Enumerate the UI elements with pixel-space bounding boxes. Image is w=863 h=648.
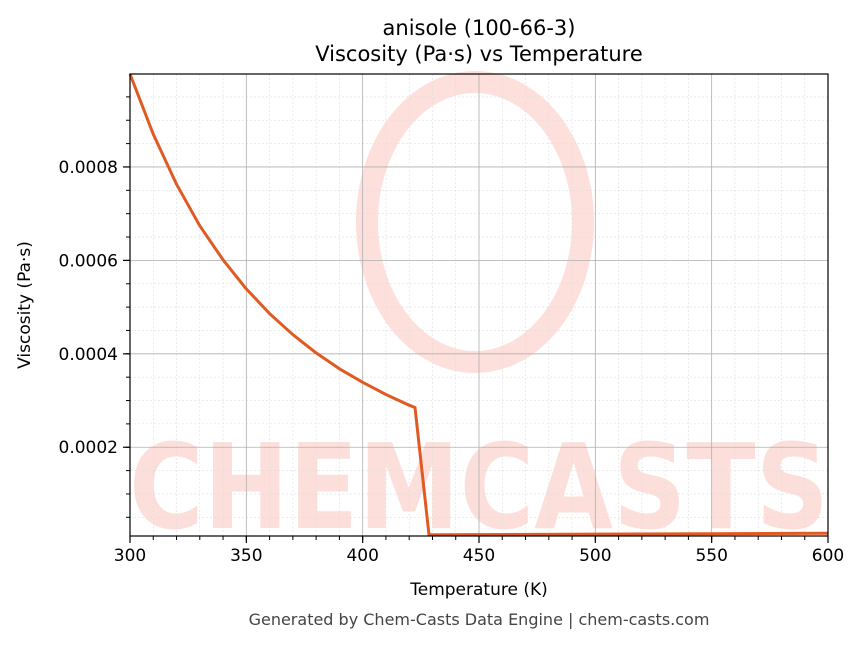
watermark-ring — [356, 71, 594, 373]
x-tick-label: 500 — [579, 546, 611, 566]
chart-subtitle: Viscosity (Pa·s) vs Temperature — [315, 42, 643, 66]
axis-ticks: 300 350 400 450 500 550 600 0.0002 0.0004 0.0006 0… — [59, 96, 844, 566]
footer-credit: Generated by Chem-Casts Data Engine | ch… — [249, 610, 710, 629]
y-tick-label: 0.0006 — [59, 251, 118, 271]
x-tick-label: 550 — [695, 546, 727, 566]
series-layer — [128, 73, 829, 537]
y-tick-label: 0.0004 — [59, 345, 118, 365]
x-tick-label: 600 — [812, 546, 844, 566]
x-axis-label: Temperature (K) — [409, 580, 548, 600]
y-tick-label: 0.0008 — [59, 158, 118, 178]
chart-title: anisole (100-66-3) — [383, 16, 576, 40]
x-tick-label: 300 — [114, 546, 146, 566]
x-tick-label: 350 — [230, 546, 262, 566]
x-tick-label: 450 — [463, 546, 495, 566]
y-axis-label: Viscosity (Pa·s) — [15, 241, 35, 369]
viscosity-line — [128, 73, 829, 537]
x-tick-label: 400 — [346, 546, 378, 566]
y-tick-label: 0.0002 — [59, 438, 118, 458]
